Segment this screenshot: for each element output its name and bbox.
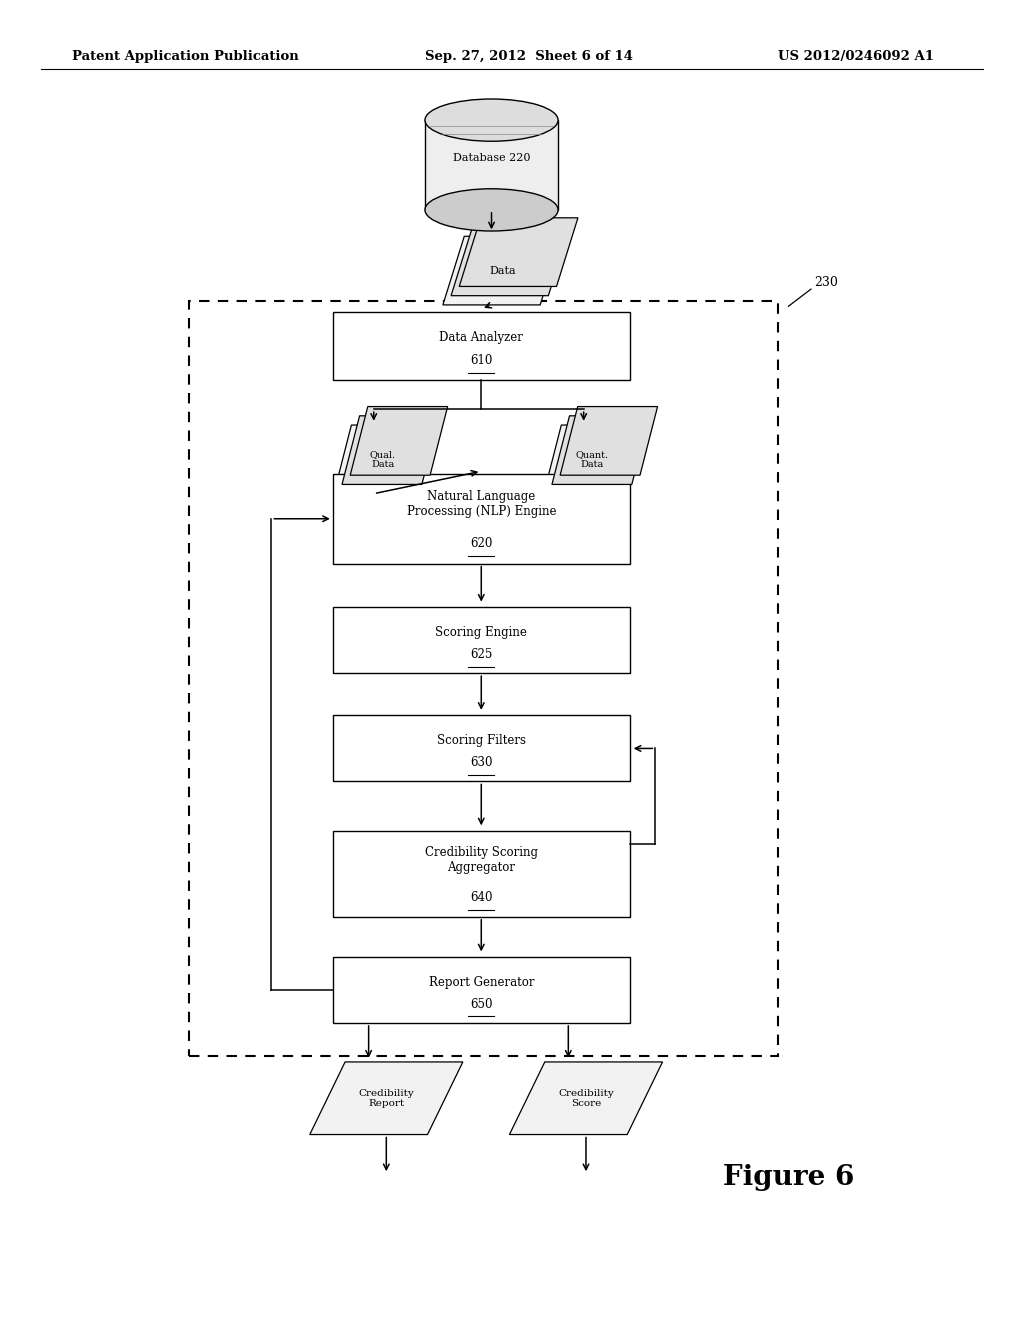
- Polygon shape: [560, 407, 657, 475]
- Bar: [333, 957, 630, 1023]
- Text: 620: 620: [470, 537, 493, 550]
- Text: Credibility
Report: Credibility Report: [358, 1089, 414, 1107]
- Ellipse shape: [425, 189, 558, 231]
- Polygon shape: [334, 425, 431, 494]
- Text: Quant.
Data: Quant. Data: [575, 450, 609, 469]
- Text: 610: 610: [470, 355, 493, 367]
- Bar: [333, 832, 630, 916]
- Text: Scoring Engine: Scoring Engine: [435, 626, 527, 639]
- Text: Data Analyzer: Data Analyzer: [439, 331, 523, 345]
- Polygon shape: [552, 416, 649, 484]
- Text: Report Generator: Report Generator: [428, 975, 535, 989]
- Text: Qual.
Data: Qual. Data: [370, 450, 395, 469]
- Text: Sep. 27, 2012  Sheet 6 of 14: Sep. 27, 2012 Sheet 6 of 14: [425, 50, 633, 63]
- Text: Scoring Filters: Scoring Filters: [437, 734, 525, 747]
- Text: 230: 230: [814, 276, 838, 289]
- Text: Credibility
Score: Credibility Score: [558, 1089, 613, 1107]
- Text: 625: 625: [470, 648, 493, 661]
- Polygon shape: [350, 407, 447, 475]
- Text: Data: Data: [488, 265, 515, 276]
- Polygon shape: [510, 1061, 663, 1134]
- Text: 630: 630: [470, 756, 493, 770]
- Polygon shape: [425, 120, 558, 210]
- Polygon shape: [459, 218, 578, 286]
- Text: US 2012/0246092 A1: US 2012/0246092 A1: [778, 50, 934, 63]
- Polygon shape: [342, 416, 439, 484]
- Text: Credibility Scoring
Aggregator: Credibility Scoring Aggregator: [425, 846, 538, 874]
- Polygon shape: [442, 236, 561, 305]
- Bar: [333, 715, 630, 781]
- Polygon shape: [309, 1061, 463, 1134]
- Bar: [333, 607, 630, 673]
- Polygon shape: [544, 425, 641, 494]
- Bar: [189, 301, 778, 1056]
- Ellipse shape: [425, 99, 558, 141]
- Text: 650: 650: [470, 998, 493, 1011]
- Polygon shape: [451, 227, 569, 296]
- Text: Natural Language
Processing (NLP) Engine: Natural Language Processing (NLP) Engine: [407, 491, 556, 519]
- Text: Figure 6: Figure 6: [723, 1164, 854, 1191]
- Text: 640: 640: [470, 891, 493, 904]
- Bar: [333, 312, 630, 380]
- Text: Patent Application Publication: Patent Application Publication: [72, 50, 298, 63]
- Text: Database 220: Database 220: [453, 153, 530, 164]
- Bar: [333, 474, 630, 564]
